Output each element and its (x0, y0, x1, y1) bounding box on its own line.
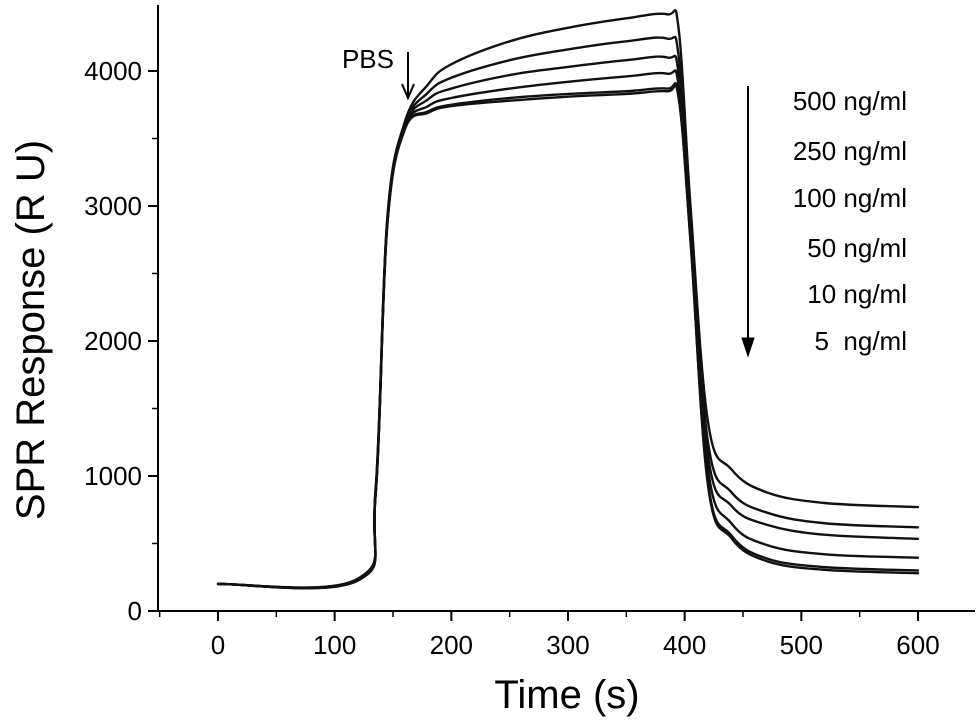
x-tick-label: 0 (211, 630, 225, 660)
y-tick-label: 2000 (84, 326, 142, 356)
x-tick-label: 200 (430, 630, 473, 660)
concentration-label: 500 ng/ml (793, 86, 907, 116)
y-tick-label: 4000 (84, 56, 142, 86)
series-line-2 (216, 35, 920, 590)
x-tick-label: 100 (313, 630, 356, 660)
pbs-label: PBS (342, 44, 394, 74)
plot-lines (216, 9, 920, 590)
concentration-arrow-head (741, 337, 755, 358)
concentration-label: 50 ng/ml (807, 233, 907, 263)
concentration-label: 250 ng/ml (793, 136, 907, 166)
concentration-label: 10 ng/ml (807, 279, 907, 309)
concentration-label: 100 ng/ml (793, 183, 907, 213)
x-axis-title: Time (s) (494, 673, 639, 717)
concentration-annotation: 500 ng/ml 250 ng/ml 100 ng/ml 50 ng/ml 10 ng… (741, 86, 908, 358)
series-line-6 (216, 83, 920, 590)
concentration-label: 5 ng/ml (815, 326, 908, 356)
y-ticks: 0 1000 2000 3000 4000 (84, 56, 158, 626)
x-tick-label: 400 (663, 630, 706, 660)
x-tick-label: 300 (546, 630, 589, 660)
pbs-arrow-head (401, 83, 415, 101)
x-tick-label: 500 (780, 630, 823, 660)
y-tick-label: 1000 (84, 461, 142, 491)
y-tick-label: 3000 (84, 191, 142, 221)
x-tick-label: 600 (896, 630, 939, 660)
axes (157, 5, 975, 612)
y-axis-title: SPR Response (R U) (9, 140, 53, 520)
x-ticks: 0 100 200 300 400 500 600 (158, 611, 940, 660)
pbs-annotation: PBS (342, 44, 415, 101)
y-tick-label: 0 (128, 596, 142, 626)
